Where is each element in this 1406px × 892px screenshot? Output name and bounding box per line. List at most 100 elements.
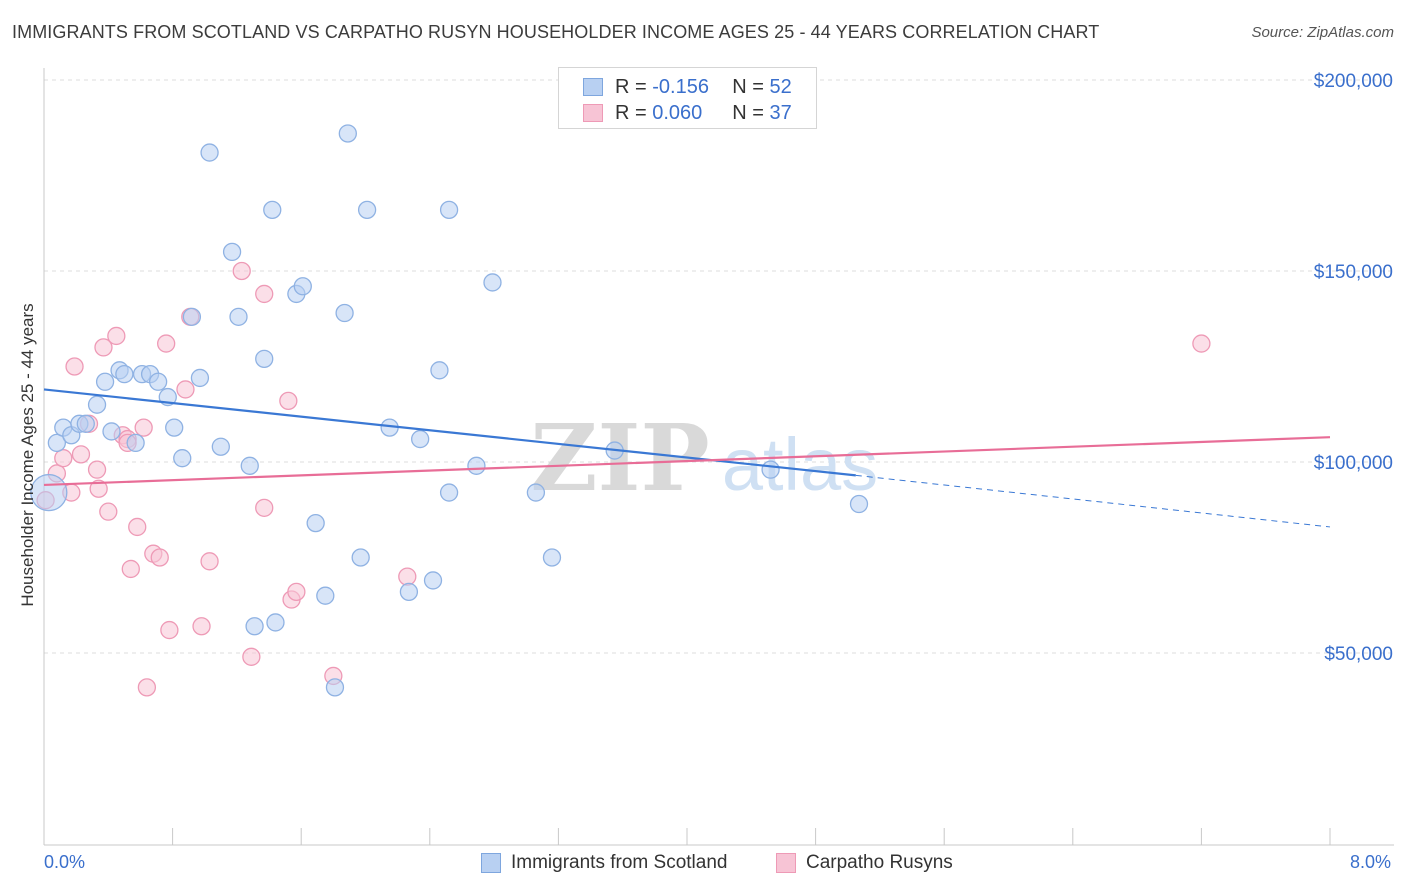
legend-swatch-scotland	[583, 78, 603, 96]
point-rusyn	[134, 418, 153, 437]
stats-legend: R = -0.156 N = 52 R = 0.060 N = 37	[558, 67, 817, 129]
x-tick-label-min: 0.0%	[44, 852, 86, 872]
point-rusyn	[87, 460, 107, 479]
point-scotland	[357, 200, 377, 220]
point-rusyn	[160, 620, 179, 640]
point-scotland	[293, 277, 312, 296]
y-tick-label-50000: $50,000	[1324, 644, 1393, 665]
point-rusyn	[94, 338, 113, 357]
axis-layer	[43, 68, 1394, 846]
point-rusyn	[65, 357, 84, 376]
point-scotland	[200, 143, 219, 162]
point-scotland	[263, 200, 282, 220]
legend-r-label: R =	[615, 101, 647, 124]
trendline-scotland-extension	[855, 474, 1331, 528]
point-rusyn	[107, 326, 126, 346]
point-scotland	[173, 449, 192, 468]
point-scotland	[245, 617, 264, 636]
legend-n-value-scotland: 52	[769, 75, 792, 98]
grid-layer	[44, 79, 1394, 654]
point-rusyn	[192, 617, 211, 636]
point-scotland	[95, 372, 115, 391]
point-scotland	[211, 437, 230, 456]
point-scotland	[229, 307, 248, 326]
point-scotland	[255, 349, 274, 369]
point-rusyn	[150, 548, 169, 567]
point-scotland	[306, 513, 325, 533]
point-scotland	[222, 242, 242, 262]
point-rusyn	[54, 449, 73, 468]
point-scotland	[430, 361, 449, 380]
point-scotland	[351, 548, 370, 567]
point-rusyn	[128, 517, 147, 537]
y-tick-label-150000: $150,000	[1314, 262, 1393, 283]
point-rusyn	[157, 334, 176, 353]
point-scotland	[411, 429, 430, 449]
y-tick-labels: $50,000 $100,000 $150,000 $200,000	[1314, 71, 1393, 665]
point-scotland	[325, 678, 345, 697]
point-scotland	[266, 613, 285, 632]
bottom-legend-swatch-scotland	[481, 853, 501, 873]
legend-n-label: N =	[732, 75, 764, 98]
y-axis-label: Householder Income Ages 25 - 44 years	[18, 303, 37, 607]
point-rusyn	[121, 559, 140, 579]
watermark-zip: ZIP	[530, 404, 709, 512]
point-rusyn	[89, 479, 108, 498]
point-rusyn	[200, 552, 219, 571]
point-rusyn	[279, 391, 298, 411]
point-rusyn	[232, 261, 251, 281]
trendline-scotland	[43, 388, 856, 477]
point-scotland	[165, 418, 184, 437]
point-scotland	[526, 483, 546, 502]
source-note: Source: ZipAtlas.com	[1251, 24, 1394, 41]
point-scotland	[439, 200, 459, 220]
trend-layer	[43, 388, 1331, 528]
point-rusyn	[99, 502, 118, 521]
legend-n-label: N =	[732, 101, 764, 124]
point-scotland	[182, 307, 202, 326]
point-scotland	[240, 456, 259, 475]
point-scotland	[47, 433, 67, 453]
bottom-legend-label-rusyn: Carpatho Rusyns	[806, 852, 953, 873]
legend-swatch-rusyn	[583, 104, 603, 122]
point-rusyn	[137, 678, 157, 697]
bottom-legend-rusyn: Carpatho Rusyns	[776, 852, 953, 874]
point-rusyn	[255, 284, 274, 304]
point-scotland	[102, 422, 121, 441]
point-scotland	[483, 273, 502, 292]
point-scotland	[76, 414, 95, 433]
chart-title: IMMIGRANTS FROM SCOTLAND VS CARPATHO RUS…	[12, 22, 1100, 42]
legend-r-value-rusyn: 0.060	[652, 101, 703, 124]
point-scotland	[542, 548, 562, 567]
point-rusyn	[287, 582, 306, 602]
point-scotland	[148, 372, 168, 391]
legend-row-scotland: R = -0.156 N = 52	[583, 75, 792, 99]
point-rusyn	[1192, 334, 1211, 353]
point-scotland	[467, 456, 486, 475]
point-rusyn	[71, 445, 91, 464]
y-tick-label-100000: $100,000	[1314, 453, 1393, 474]
legend-row-rusyn: R = 0.060 N = 37	[583, 101, 792, 125]
x-tick-label-max: 8.0%	[1350, 852, 1392, 872]
point-scotland	[87, 395, 107, 414]
trendline-rusyn	[43, 436, 1331, 487]
bottom-legend-swatch-rusyn	[776, 853, 796, 873]
point-scotland	[190, 368, 210, 388]
watermark: ZIP atlas	[530, 404, 878, 512]
points-layer	[30, 124, 1211, 697]
point-scotland	[761, 460, 780, 479]
point-rusyn	[255, 498, 274, 517]
legend-r-value-scotland: -0.156	[652, 75, 709, 98]
bottom-legend-label-scotland: Immigrants from Scotland	[511, 852, 728, 873]
legend-r-label: R =	[615, 75, 647, 98]
point-scotland	[115, 364, 134, 384]
point-scotland	[439, 483, 459, 502]
y-tick-label-200000: $200,000	[1314, 71, 1393, 92]
bottom-legend-scotland: Immigrants from Scotland	[481, 852, 727, 874]
point-scotland	[399, 582, 419, 602]
point-rusyn	[176, 380, 195, 399]
point-scotland	[335, 303, 354, 323]
point-rusyn	[242, 647, 261, 666]
point-scotland	[849, 494, 869, 514]
